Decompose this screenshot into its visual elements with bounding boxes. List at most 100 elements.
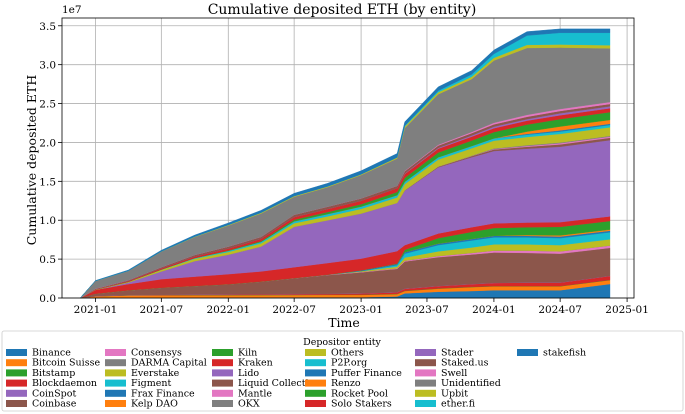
y-tick-label: 0.0	[39, 293, 56, 305]
y-tick-label: 0.5	[39, 254, 56, 266]
legend-label: Renzo	[331, 378, 361, 389]
legend-item-others: Others	[305, 348, 364, 359]
legend-label: Binance	[32, 348, 71, 359]
legend-swatch	[6, 349, 27, 356]
y-tick-label: 3.5	[39, 21, 56, 33]
legend-swatch	[415, 349, 436, 356]
legend-swatch	[105, 359, 126, 367]
legend-label: Upbit	[441, 388, 468, 399]
legend-swatch	[212, 400, 233, 407]
chart-title: Cumulative deposited ETH (by entity)	[208, 2, 477, 18]
legend-item-okx: OKX	[212, 399, 260, 410]
area-stakefish	[80, 28, 611, 299]
legend-swatch	[517, 349, 538, 356]
legend-swatch	[415, 389, 436, 397]
legend-item-rocket-pool: Rocket Pool	[305, 388, 388, 399]
y-axis-scale-label: 1e7	[62, 4, 82, 16]
legend-item-renzo: Renzo	[305, 378, 361, 389]
legend-item-kiln: Kiln	[212, 348, 257, 359]
legend-label: Liquid Collective	[238, 378, 320, 389]
legend-label: CoinSpot	[32, 388, 76, 399]
legend-item-binance: Binance	[6, 348, 71, 359]
legend-item-kelp-dao: Kelp DAO	[105, 399, 178, 410]
legend-label: Frax Finance	[131, 388, 195, 399]
legend-item-consensys: Consensys	[105, 348, 182, 359]
legend-label: DARMA Capital	[131, 358, 207, 369]
legend-swatch	[415, 400, 436, 407]
legend-label: Figment	[131, 378, 171, 389]
legend-item-lido: Lido	[212, 368, 259, 379]
legend-item-kraken: Kraken	[212, 358, 273, 369]
y-tick-label: 2.0	[39, 137, 56, 149]
legend-item-bitstamp: Bitstamp	[6, 368, 75, 379]
legend-swatch	[212, 389, 233, 397]
legend-label: Mantle	[238, 388, 272, 399]
legend-item-puffer-finance: Puffer Finance	[305, 368, 402, 379]
x-tick-label: 2023-07	[405, 304, 449, 316]
legend-label: stakefish	[543, 348, 586, 359]
legend-swatch	[6, 359, 27, 367]
legend-swatch	[415, 369, 436, 377]
legend-swatch	[212, 379, 233, 387]
legend-item-unidentified: Unidentified	[415, 378, 501, 389]
legend-label: ether.fi	[441, 399, 476, 410]
x-tick-label: 2021-01	[74, 304, 118, 316]
legend-label: Puffer Finance	[331, 368, 402, 379]
y-tick-label: 1.0	[39, 215, 56, 227]
legend-item-figment: Figment	[105, 378, 171, 389]
legend-label: Bitcoin Suisse	[32, 358, 100, 369]
legend-label: Blockdaemon	[32, 378, 97, 389]
legend-item-p2p-org: P2P.org	[305, 358, 367, 369]
legend-swatch	[305, 400, 326, 407]
legend-item-ether-fi: ether.fi	[415, 399, 476, 410]
legend-swatch	[415, 359, 436, 367]
legend-swatch	[305, 349, 326, 356]
legend-swatch	[105, 369, 126, 377]
x-tick-label: 2025-01	[605, 304, 649, 316]
legend-swatch	[305, 389, 326, 397]
legend-label: Coinbase	[32, 399, 77, 410]
x-tick-label: 2024-07	[538, 304, 582, 316]
legend-swatch	[6, 389, 27, 397]
x-tick-label: 2022-01	[206, 304, 250, 316]
legend-swatch	[6, 400, 27, 407]
legend-item-everstake: Everstake	[105, 368, 180, 379]
legend-swatch	[105, 349, 126, 356]
legend-label: Everstake	[131, 368, 180, 379]
legend-swatch	[305, 359, 326, 367]
legend-label: Kelp DAO	[131, 399, 178, 410]
legend-item-staked-us: Staked.us	[415, 358, 489, 369]
legend-label: P2P.org	[331, 358, 367, 369]
legend-item-darma-capital: DARMA Capital	[105, 358, 207, 369]
legend-label: Staked.us	[441, 358, 489, 369]
legend-swatch	[212, 349, 233, 356]
legend-item-frax-finance: Frax Finance	[105, 388, 195, 399]
y-tick-label: 3.0	[39, 60, 56, 72]
legend-swatch	[415, 379, 436, 387]
x-tick-label: 2024-01	[472, 304, 516, 316]
legend-label: Solo Stakers	[331, 399, 392, 410]
legend-label: Kraken	[238, 358, 273, 369]
legend-frame	[1, 330, 684, 412]
legend-swatch	[105, 400, 126, 407]
legend-swatch	[105, 379, 126, 387]
x-axis-ticks: 2021-01 2021-07 2022-01 2022-07 2023-01 2023-…	[74, 298, 649, 316]
plot-frame	[61, 17, 635, 299]
x-tick-label: 2023-01	[339, 304, 383, 316]
legend-label: Swell	[441, 368, 467, 379]
legend-item-stader: Stader	[415, 348, 474, 359]
legend-item-swell: Swell	[415, 368, 467, 379]
x-tick-label: 2021-07	[140, 304, 184, 316]
legend-swatch	[105, 389, 126, 397]
legend-label: Others	[331, 348, 364, 359]
legend-item-solo-stakers: Solo Stakers	[305, 399, 392, 410]
legend-swatch	[212, 369, 233, 377]
legend-item-upbit: Upbit	[415, 388, 468, 399]
legend-swatch	[6, 369, 27, 377]
legend-swatch	[305, 379, 326, 387]
legend-item-liquid-collective: Liquid Collective	[212, 378, 320, 389]
y-tick-label: 2.5	[39, 99, 56, 111]
